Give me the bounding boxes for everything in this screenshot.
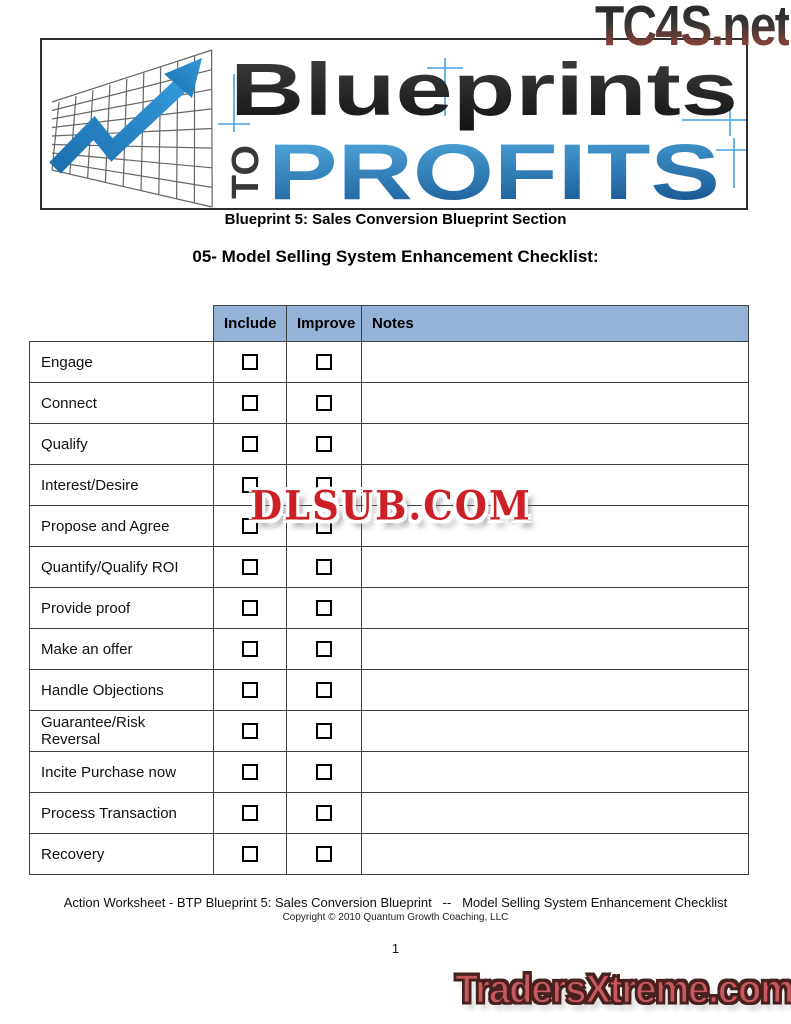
row-label: Incite Purchase now <box>29 751 214 793</box>
row-label: Quantify/Qualify ROI <box>29 546 214 588</box>
blueprints-to-profits-logo: Blueprints TO PROFITS <box>40 38 748 210</box>
notes-cell[interactable] <box>361 669 749 711</box>
include-checkbox[interactable] <box>242 476 258 493</box>
logo-word-blueprints: Blueprints <box>230 48 738 131</box>
table-row: Guarantee/Risk Reversal <box>29 710 749 752</box>
table-row: Propose and Agree <box>29 505 749 547</box>
table-row: Provide proof <box>29 587 749 629</box>
improve-checkbox[interactable] <box>316 435 332 452</box>
table-row: Qualify <box>29 423 749 465</box>
notes-cell[interactable] <box>361 505 749 547</box>
table-row: Engage <box>29 341 749 383</box>
row-label: Recovery <box>29 833 214 875</box>
table-row: Interest/Desire <box>29 464 749 506</box>
notes-cell[interactable] <box>361 587 749 629</box>
include-checkbox[interactable] <box>242 804 258 821</box>
table-row: Connect <box>29 382 749 424</box>
checklist-table-body: Engage Connect Qualify Interest/Desire P… <box>29 341 749 875</box>
header-row: Include Improve Notes <box>30 305 749 342</box>
dlsub-watermark: DLSUB.COM <box>250 481 532 530</box>
include-checkbox[interactable] <box>242 763 258 780</box>
include-column-header: Include <box>213 305 287 342</box>
table-row: Handle Objections <box>29 669 749 711</box>
include-checkbox[interactable] <box>242 599 258 616</box>
improve-checkbox[interactable] <box>316 640 332 657</box>
page-number: 1 <box>391 941 400 956</box>
table-row: Make an offer <box>29 628 749 670</box>
improve-checkbox[interactable] <box>316 558 332 575</box>
improve-column-header: Improve <box>286 305 362 342</box>
notes-cell[interactable] <box>361 546 749 588</box>
notes-cell[interactable] <box>361 710 749 752</box>
include-checkbox[interactable] <box>242 722 258 739</box>
include-checkbox[interactable] <box>242 558 258 575</box>
improve-checkbox[interactable] <box>316 804 332 821</box>
logo-word-profits: PROFITS <box>268 127 720 208</box>
table-row: Recovery <box>29 833 749 875</box>
row-label: Guarantee/Risk Reversal <box>29 710 214 752</box>
row-label: Provide proof <box>29 587 214 629</box>
table-row: Quantify/Qualify ROI <box>29 546 749 588</box>
improve-checkbox[interactable] <box>316 517 332 534</box>
improve-checkbox[interactable] <box>316 353 332 370</box>
logo-graphic: Blueprints TO PROFITS <box>49 48 746 208</box>
include-checkbox[interactable] <box>242 681 258 698</box>
checklist-table: Include Improve Notes Engage Connect Qua… <box>29 305 749 875</box>
include-checkbox[interactable] <box>242 394 258 411</box>
row-label: Process Transaction <box>29 792 214 834</box>
improve-checkbox[interactable] <box>316 681 332 698</box>
notes-cell[interactable] <box>361 628 749 670</box>
logo-word-to: TO <box>225 145 267 199</box>
row-label: Connect <box>29 382 214 424</box>
row-label: Make an offer <box>29 628 214 670</box>
row-label: Qualify <box>29 423 214 465</box>
improve-checkbox[interactable] <box>316 599 332 616</box>
improve-checkbox[interactable] <box>316 394 332 411</box>
growth-arrow-icon <box>49 58 202 174</box>
include-checkbox[interactable] <box>242 353 258 370</box>
notes-column-header: Notes <box>361 305 749 342</box>
row-label: Engage <box>29 341 214 383</box>
crosshair-mark-icon <box>218 58 746 188</box>
tc4s-watermark: TC4S.net <box>594 0 791 58</box>
row-label: Interest/Desire <box>29 464 214 506</box>
include-checkbox[interactable] <box>242 517 258 534</box>
checklist-title: 05- Model Selling System Enhancement Che… <box>192 247 599 266</box>
notes-cell[interactable] <box>361 792 749 834</box>
footer-copyright: Copyright © 2010 Quantum Growth Coaching… <box>282 912 509 923</box>
notes-cell[interactable] <box>361 423 749 465</box>
notes-cell[interactable] <box>361 833 749 875</box>
blank-header-cell <box>30 306 214 342</box>
tradersxtreme-watermark: TradersXtreme.com <box>454 967 791 1012</box>
include-checkbox[interactable] <box>242 435 258 452</box>
improve-checkbox[interactable] <box>316 845 332 862</box>
section-title: Blueprint 5: Sales Conversion Blueprint … <box>224 211 567 228</box>
include-checkbox[interactable] <box>242 640 258 657</box>
footer-worksheet-title: Action Worksheet - BTP Blueprint 5: Sale… <box>63 895 728 910</box>
notes-cell[interactable] <box>361 382 749 424</box>
notes-cell[interactable] <box>361 751 749 793</box>
notes-cell[interactable] <box>361 341 749 383</box>
row-label: Propose and Agree <box>29 505 214 547</box>
notes-cell[interactable] <box>361 464 749 506</box>
improve-checkbox[interactable] <box>316 763 332 780</box>
include-checkbox[interactable] <box>242 845 258 862</box>
table-row: Incite Purchase now <box>29 751 749 793</box>
row-label: Handle Objections <box>29 669 214 711</box>
table-row: Process Transaction <box>29 792 749 834</box>
improve-checkbox[interactable] <box>316 722 332 739</box>
improve-checkbox[interactable] <box>316 476 332 493</box>
